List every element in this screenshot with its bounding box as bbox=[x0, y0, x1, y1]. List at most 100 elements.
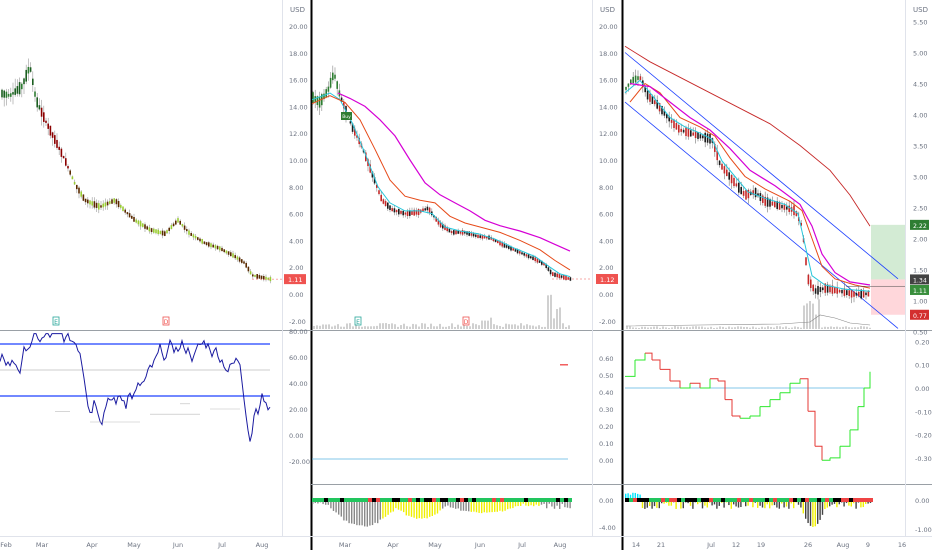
mid-volume-bar bbox=[556, 309, 558, 329]
channel-lower bbox=[624, 101, 899, 329]
right-hist-bar bbox=[761, 501, 764, 508]
mid-candle bbox=[365, 152, 367, 162]
mid-osc-tick-label: 0.30 bbox=[599, 406, 613, 414]
mid-signal-cell bbox=[356, 498, 360, 502]
right-signal-cell bbox=[713, 498, 717, 502]
right-sma-long bbox=[629, 82, 871, 286]
right-osc-step bbox=[725, 399, 733, 416]
mid-candle bbox=[457, 230, 459, 234]
left-candle bbox=[7, 93, 10, 97]
right-candle bbox=[850, 289, 853, 298]
mid-signal-cell bbox=[456, 498, 460, 502]
right-signal-cell bbox=[737, 498, 741, 502]
mid-x-label: Apr bbox=[387, 541, 399, 549]
mid-candle bbox=[464, 231, 466, 234]
left-x-label: Jul bbox=[217, 541, 226, 549]
mid-candle bbox=[424, 208, 426, 211]
mid-hist-bar bbox=[439, 501, 441, 511]
left-candle bbox=[223, 249, 225, 253]
mid-y-tick-label: 14.00 bbox=[599, 103, 618, 111]
left-candle bbox=[106, 201, 109, 206]
mid-volume-bar bbox=[535, 326, 537, 329]
mid-signal-cell bbox=[508, 498, 512, 502]
mid-signal-cell bbox=[352, 498, 356, 502]
mid-candle bbox=[486, 236, 488, 239]
right-candle bbox=[675, 123, 678, 130]
left-candle bbox=[67, 166, 69, 169]
mid-osc-tick-label: 0.40 bbox=[599, 389, 613, 397]
mid-y-tick-label: 16.00 bbox=[599, 77, 618, 85]
right-hist-bar bbox=[644, 501, 646, 509]
mid-hist-bar bbox=[460, 501, 462, 511]
mid-volume-bar bbox=[472, 323, 474, 329]
mid-candle bbox=[417, 209, 420, 215]
right-osc-step bbox=[670, 380, 681, 388]
mid-currency-label: USD bbox=[600, 6, 615, 14]
right-hist-bar bbox=[836, 501, 838, 508]
right-candle bbox=[786, 206, 788, 210]
left-candle bbox=[32, 78, 34, 86]
left-candle bbox=[227, 251, 230, 255]
mid-volume-bar bbox=[370, 326, 372, 329]
mid-signal-cell bbox=[504, 498, 508, 502]
left-candle bbox=[87, 199, 89, 204]
right-volume-bar bbox=[689, 327, 691, 329]
left-x-label: Aug bbox=[256, 541, 269, 549]
right-candle bbox=[668, 116, 670, 122]
mid-candle bbox=[334, 74, 336, 79]
mid-candle bbox=[318, 96, 321, 108]
price-tag-text: 1.11 bbox=[913, 288, 927, 295]
left-y-tick-label: 12.00 bbox=[289, 130, 308, 138]
mid-candle bbox=[527, 254, 530, 259]
left-candle bbox=[100, 205, 102, 208]
mid-y-tick-label: 2.00 bbox=[599, 264, 613, 272]
right-signal-cell bbox=[717, 498, 721, 502]
mid-candle bbox=[508, 246, 510, 249]
rsi-line bbox=[0, 332, 271, 442]
left-candle bbox=[203, 241, 206, 244]
right-volume-bar bbox=[833, 327, 835, 329]
right-signal-cell bbox=[633, 498, 637, 502]
right-signal-cell bbox=[685, 498, 689, 502]
left-y-tick-label: 0.00 bbox=[289, 291, 303, 299]
mid-candle bbox=[367, 159, 369, 167]
right-volume-bar bbox=[827, 326, 829, 329]
left-x-label: May bbox=[127, 541, 141, 549]
right-x-label: 21 bbox=[657, 541, 665, 549]
mid-volume-bar bbox=[433, 326, 435, 329]
mid-signal-cell bbox=[448, 498, 452, 502]
right-candle bbox=[706, 133, 709, 143]
left-candle bbox=[62, 156, 65, 159]
mid-candle bbox=[325, 89, 327, 97]
mid-hist-bar bbox=[312, 501, 314, 505]
left-rsi-tick-label: 60.00 bbox=[289, 354, 308, 362]
mid-y-tick-label: 8.00 bbox=[599, 184, 613, 192]
right-candle bbox=[805, 257, 807, 266]
right-hist-bar bbox=[838, 501, 840, 505]
left-candle bbox=[117, 201, 120, 208]
right-hist-tick-label: -1.00 bbox=[915, 526, 932, 534]
right-candle bbox=[702, 135, 704, 139]
right-candle bbox=[814, 288, 817, 294]
right-candle bbox=[714, 144, 716, 152]
right-candle bbox=[728, 172, 730, 180]
mid-signal-cell bbox=[396, 498, 400, 502]
left-candle bbox=[1, 89, 3, 98]
left-candle bbox=[267, 277, 269, 280]
mid-hist-bar bbox=[384, 501, 387, 517]
left-candle bbox=[104, 202, 107, 207]
right-volume-bar bbox=[734, 327, 736, 329]
left-candle bbox=[23, 78, 25, 85]
right-signal-cell bbox=[757, 498, 761, 502]
right-hist-bar bbox=[824, 501, 826, 510]
left-candle bbox=[80, 191, 82, 197]
mid-volume-bar bbox=[334, 325, 336, 329]
left-y-tick-label: 16.00 bbox=[289, 77, 308, 85]
right-candle bbox=[853, 291, 855, 297]
left-candle bbox=[208, 242, 210, 247]
left-candle bbox=[236, 256, 239, 260]
mid-volume-bar bbox=[343, 326, 345, 329]
mid-candle bbox=[354, 128, 356, 136]
ema-fast bbox=[311, 92, 571, 278]
mid-hist-bar bbox=[561, 501, 563, 504]
